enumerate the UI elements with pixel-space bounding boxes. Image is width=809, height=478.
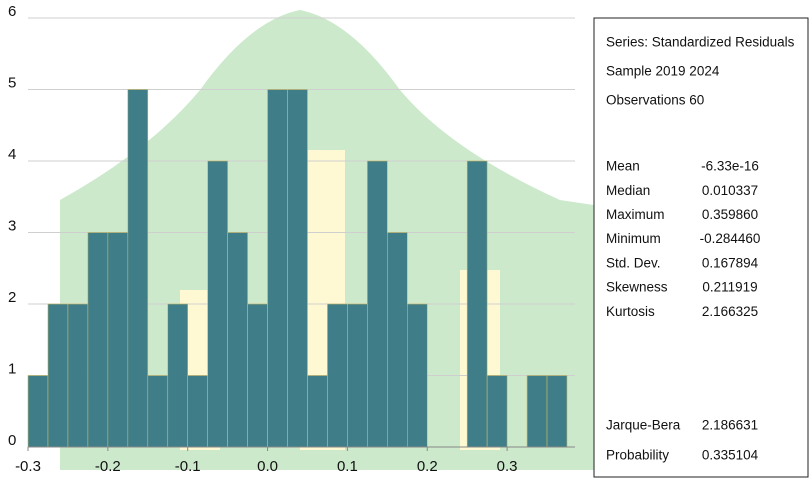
test-value: 2.186631 xyxy=(702,418,758,433)
bar xyxy=(367,160,388,448)
stat-value: 0.211919 xyxy=(702,280,757,295)
bar xyxy=(327,303,348,448)
stat-label: Median xyxy=(606,183,650,198)
y-tick-label: 1 xyxy=(8,360,16,377)
stat-value: -0.284460 xyxy=(700,231,761,246)
x-tick-label: 0.2 xyxy=(417,458,438,475)
x-tick-label: 0.1 xyxy=(337,458,358,475)
stats-text: Series: Standardized Residuals Sample 201… xyxy=(606,35,795,463)
bar xyxy=(227,232,248,448)
bar xyxy=(207,160,228,448)
stat-value: 2.166325 xyxy=(702,304,758,319)
bar xyxy=(406,303,428,448)
test-label: Jarque-Bera xyxy=(606,418,681,433)
bar xyxy=(546,375,568,448)
y-tick-label: 0 xyxy=(8,432,16,449)
bar xyxy=(27,375,49,448)
bar xyxy=(167,303,189,448)
bar xyxy=(347,303,368,448)
bar xyxy=(147,375,169,448)
bar xyxy=(486,375,508,448)
x-tick-label: 0.0 xyxy=(257,458,278,475)
y-tick-label: 5 xyxy=(8,74,16,91)
x-tick-label: 0.3 xyxy=(497,458,518,475)
x-tick-label: -0.2 xyxy=(95,458,121,475)
x-tick-label: -0.3 xyxy=(15,458,41,475)
bar xyxy=(87,232,109,448)
bar xyxy=(466,160,488,448)
plot-area: 0 1 2 3 4 5 6 -0.3 -0.2 -0.1 0.0 0.1 0.2 0.3 xyxy=(8,3,575,475)
y-tick-label: 2 xyxy=(8,289,16,306)
bar xyxy=(387,232,408,448)
y-tick-label: 6 xyxy=(8,3,16,20)
stat-value: 0.359860 xyxy=(702,207,758,222)
stat-value: -6.33e-16 xyxy=(701,159,759,174)
test-label: Probability xyxy=(606,448,669,463)
stat-value: 0.167894 xyxy=(702,255,759,270)
stat-label: Maximum xyxy=(606,207,665,222)
stats-header: Sample 2019 2024 xyxy=(606,64,720,79)
bar xyxy=(127,89,149,448)
y-tick-label: 3 xyxy=(8,217,16,234)
stat-label: Skewness xyxy=(606,280,668,295)
stat-label: Mean xyxy=(606,159,640,174)
bar xyxy=(67,303,89,448)
stats-header: Series: Standardized Residuals xyxy=(606,35,795,50)
bar xyxy=(107,232,129,448)
bar xyxy=(307,375,328,448)
y-tick-label: 4 xyxy=(8,146,16,163)
stats-header: Observations 60 xyxy=(606,93,704,108)
bar xyxy=(526,375,548,448)
stat-label: Kurtosis xyxy=(606,304,655,319)
test-value: 0.335104 xyxy=(702,448,759,463)
bar xyxy=(47,303,69,448)
bar xyxy=(187,375,208,448)
bar xyxy=(247,303,268,448)
x-tick-label: -0.1 xyxy=(175,458,201,475)
bar xyxy=(267,89,288,448)
stat-label: Minimum xyxy=(606,231,661,246)
stats-box xyxy=(593,17,809,478)
stat-label: Std. Dev. xyxy=(606,255,661,270)
stat-value: 0.010337 xyxy=(702,183,758,198)
bar xyxy=(287,89,308,448)
